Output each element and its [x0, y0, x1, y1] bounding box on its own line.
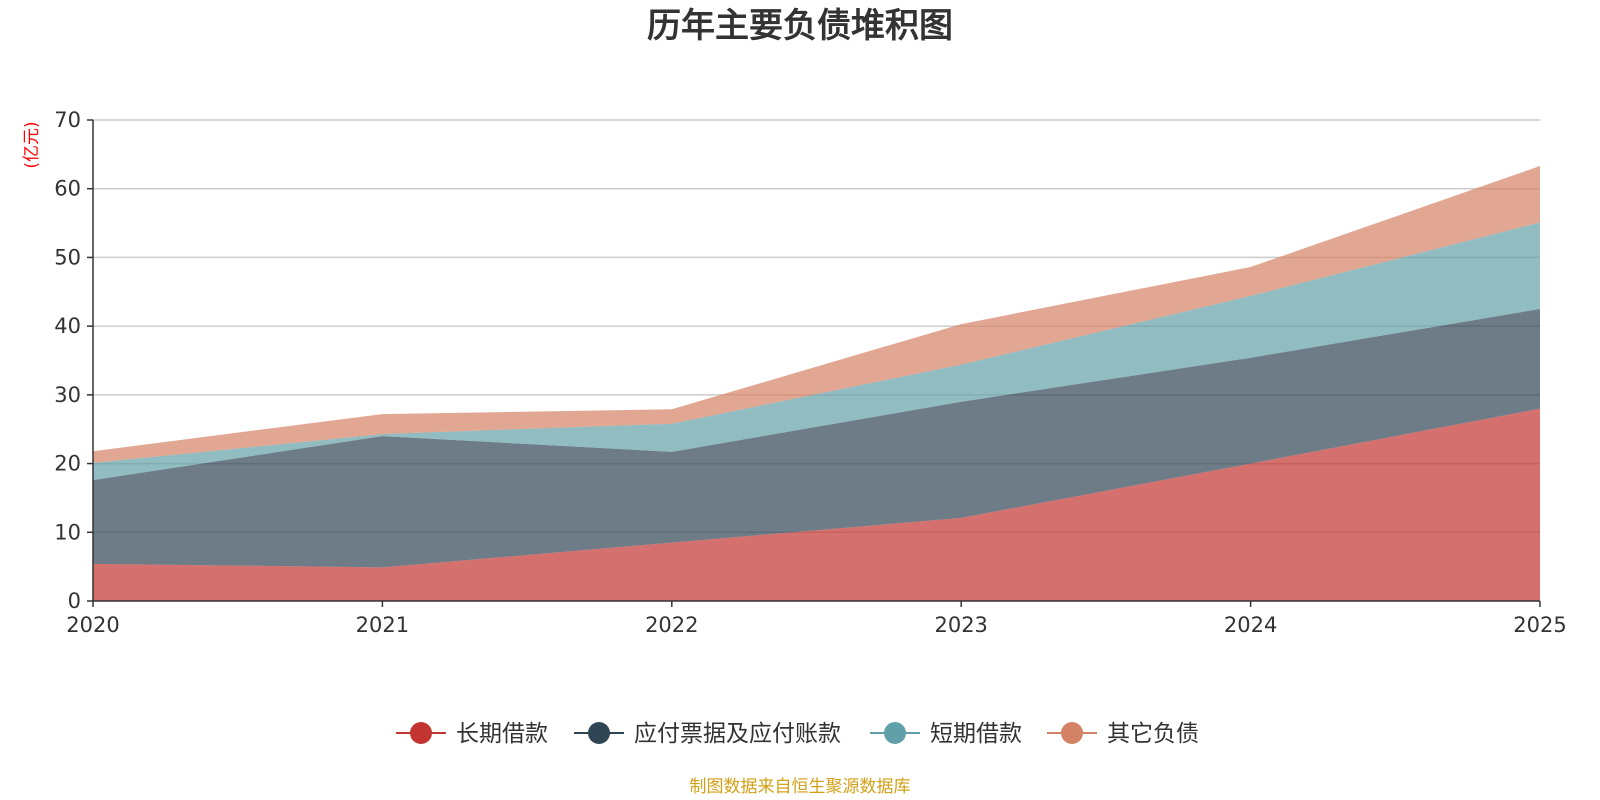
axes — [87, 119, 1541, 607]
legend-label: 其它负债 — [1107, 721, 1199, 747]
legend-marker — [410, 722, 432, 744]
x-tick-label: 2023 — [934, 613, 987, 637]
y-tick-label: 0 — [68, 589, 81, 613]
area-series-2 — [93, 308, 1540, 568]
data-source-note: 制图数据来自恒生聚源数据库 — [690, 777, 911, 797]
legend-label: 应付票据及应付账款 — [634, 721, 841, 747]
x-tick-label: 2024 — [1224, 613, 1277, 637]
legend-item-2[interactable]: 应付票据及应付账款 — [574, 721, 841, 747]
legend: 长期借款 应付票据及应付账款 短期借款 其它负债 — [396, 721, 1199, 747]
x-tick-label: 2021 — [356, 613, 409, 637]
x-tick-label: 2025 — [1513, 613, 1566, 637]
legend-label: 短期借款 — [930, 721, 1022, 747]
chart-title: 历年主要负债堆积图 — [647, 6, 953, 46]
area-series-4 — [93, 166, 1540, 463]
y-tick-labels: 0 10 20 30 40 50 60 70 — [54, 108, 81, 613]
legend-item-4[interactable]: 其它负债 — [1047, 721, 1199, 747]
x-tick-labels: 2020 2021 2022 2023 2024 2025 — [66, 613, 1566, 637]
legend-marker — [884, 722, 906, 744]
y-tick-label: 50 — [54, 245, 81, 269]
y-tick-label: 70 — [54, 108, 81, 132]
y-tick-label: 40 — [54, 314, 81, 338]
legend-item-1[interactable]: 长期借款 — [396, 721, 548, 747]
y-tick-label: 10 — [54, 520, 81, 544]
area-series-3 — [93, 222, 1540, 481]
area-series-1 — [93, 408, 1540, 601]
y-tick-label: 60 — [54, 177, 81, 201]
legend-item-3[interactable]: 短期借款 — [870, 721, 1022, 747]
area-series — [93, 166, 1540, 601]
legend-marker — [1061, 722, 1083, 744]
legend-marker — [588, 722, 610, 744]
legend-label: 长期借款 — [456, 721, 548, 747]
y-tick-label: 30 — [54, 383, 81, 407]
x-tick-label: 2020 — [66, 613, 119, 637]
x-tick-label: 2022 — [645, 613, 698, 637]
y-axis-unit-label: (亿元) — [22, 121, 42, 168]
y-tick-label: 20 — [54, 452, 81, 476]
